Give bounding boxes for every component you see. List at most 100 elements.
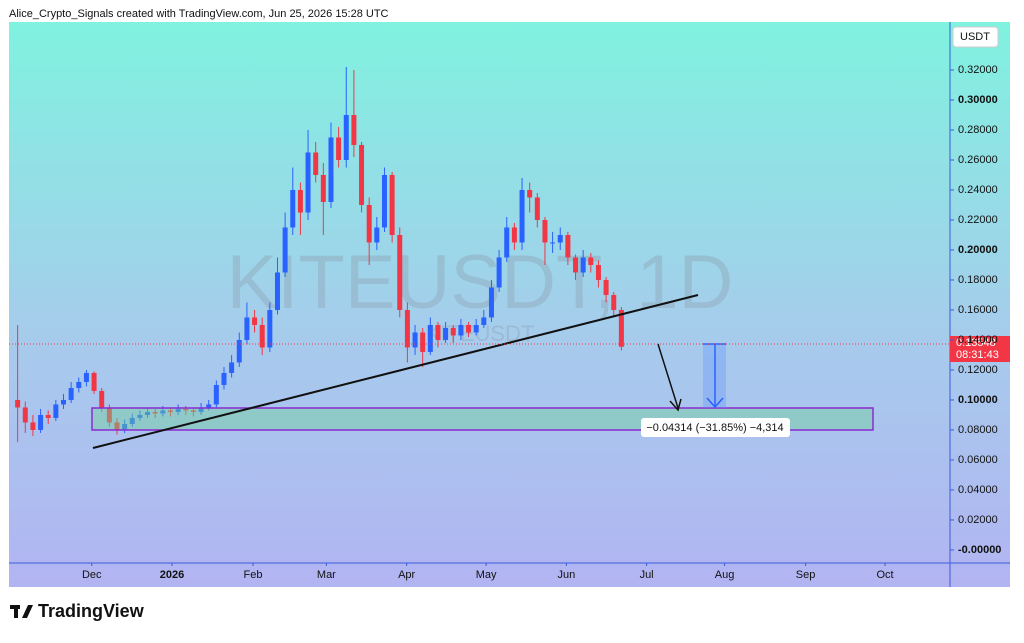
- y-tick-label: -0.00000: [958, 544, 1001, 556]
- candle-body: [504, 227, 510, 258]
- candle-body: [114, 422, 120, 430]
- y-tick-label: 0.32000: [958, 64, 998, 76]
- y-tick-label: 0.04000: [958, 484, 998, 496]
- arrow[interactable]: [657, 343, 679, 409]
- measure-label: −0.04314 (−31.85%) −4,314: [646, 422, 783, 434]
- candle-body: [343, 114, 349, 160]
- candle-body: [519, 189, 525, 243]
- candle-body: [190, 410, 196, 412]
- currency-box[interactable]: [952, 26, 999, 48]
- candle-body: [580, 257, 586, 273]
- candle-body: [611, 294, 617, 310]
- candle-body: [175, 408, 181, 412]
- candle-body: [320, 174, 326, 202]
- candle-body: [145, 411, 151, 415]
- candle-body: [404, 309, 410, 348]
- candle-body: [366, 204, 372, 243]
- candle-body: [488, 287, 494, 318]
- candle-body: [198, 407, 204, 412]
- last-price-label: 0.13548: [956, 337, 996, 349]
- candle-body: [328, 137, 334, 202]
- candle-body: [473, 324, 479, 333]
- candle-body: [435, 324, 441, 340]
- candle-body: [167, 410, 173, 412]
- y-tick-label: 0.20000: [958, 244, 998, 256]
- watermark-sub: KITEUSDT: [426, 321, 535, 346]
- candle-body: [595, 264, 601, 280]
- candle-body: [313, 152, 319, 175]
- y-tick-label: 0.22000: [958, 214, 998, 226]
- candle-body: [221, 372, 227, 385]
- logo: [10, 605, 33, 618]
- x-tick-label: Jul: [640, 569, 654, 581]
- candle-body: [412, 332, 418, 348]
- y-tick-label: 0.02000: [958, 514, 998, 526]
- candle-body: [68, 387, 74, 400]
- countdown: 08:31:43: [956, 349, 999, 361]
- y-tick-label: 0.14000: [958, 334, 998, 346]
- candle-body: [420, 332, 426, 352]
- candle-body: [290, 189, 296, 228]
- candle-body: [53, 404, 59, 418]
- y-tick-label: 0.08000: [958, 424, 998, 436]
- candle-body: [297, 189, 303, 213]
- candle-body: [122, 423, 128, 430]
- trend-line[interactable]: [92, 294, 699, 449]
- x-tick-label: Oct: [876, 569, 893, 581]
- candle-body: [557, 234, 563, 243]
- x-tick-label: Dec: [82, 569, 102, 581]
- y-tick-label: 0.12000: [958, 364, 998, 376]
- candle-body: [603, 279, 609, 295]
- candle-body: [381, 174, 387, 228]
- candle-body: [359, 144, 365, 205]
- candle-body: [450, 327, 456, 336]
- candle-body: [527, 189, 533, 198]
- candle-body: [618, 309, 624, 347]
- candle-body: [274, 272, 280, 310]
- candle-body: [244, 317, 250, 340]
- last-price-box: [950, 336, 1010, 362]
- candle-body: [236, 339, 242, 363]
- candle-body: [60, 399, 66, 405]
- y-tick-label: 0.28000: [958, 124, 998, 136]
- candle-body: [99, 390, 105, 408]
- candle-body: [397, 234, 403, 310]
- candle-body: [267, 309, 273, 348]
- measure-label-box: [641, 418, 790, 437]
- brand: TradingView: [38, 601, 145, 621]
- candle-body: [573, 257, 579, 273]
- candle-body: [83, 372, 89, 382]
- y-tick-label: 0.16000: [958, 304, 998, 316]
- x-tick-label: Apr: [398, 569, 415, 581]
- candles: [15, 66, 624, 442]
- y-tick-label: 0.10000: [958, 394, 998, 406]
- candle-body: [389, 174, 395, 235]
- candle-body: [160, 410, 166, 414]
- candle-body: [152, 411, 158, 414]
- candle-body: [206, 404, 212, 408]
- candle-body: [252, 317, 258, 325]
- candle-body: [374, 227, 380, 243]
- candle-body: [588, 257, 594, 265]
- candle-body: [15, 399, 21, 408]
- candle-body: [22, 407, 28, 423]
- arrow-head: [669, 398, 682, 412]
- y-tick-label: 0.26000: [958, 154, 998, 166]
- candle-body: [45, 414, 51, 418]
- x-tick-label: 2026: [160, 569, 184, 581]
- y-tick-label: 0.30000: [958, 94, 998, 106]
- x-tick-label: Aug: [715, 569, 735, 581]
- candle-body: [511, 227, 517, 243]
- candle-body: [550, 242, 556, 244]
- x-tick-label: Mar: [317, 569, 336, 581]
- measure-arrow: [706, 397, 724, 409]
- candle-body: [229, 362, 235, 373]
- candle-body: [282, 227, 288, 273]
- candle-body: [305, 152, 311, 213]
- currency: USDT: [960, 31, 990, 43]
- candle-body: [76, 381, 82, 388]
- chart-background: [9, 22, 1010, 587]
- candle-body: [443, 327, 449, 340]
- candle-body: [106, 407, 112, 423]
